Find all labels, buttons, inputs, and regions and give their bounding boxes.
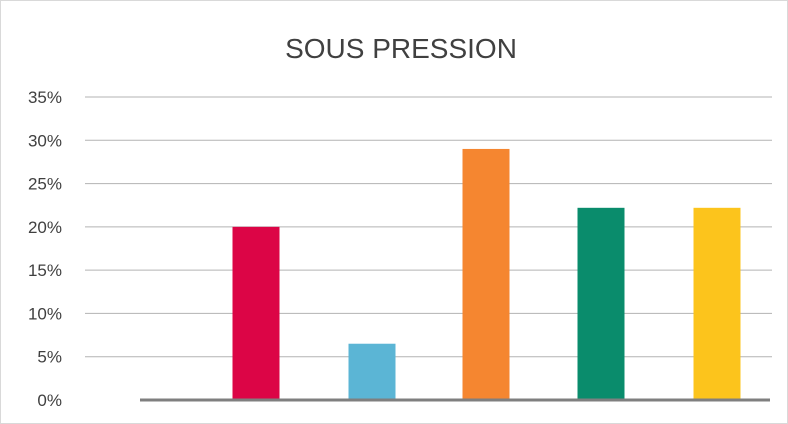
- y-tick-label: 5%: [37, 348, 62, 367]
- bar: [462, 148, 510, 400]
- chart-title: SOUS PRESSION: [285, 33, 517, 64]
- y-tick-label: 30%: [28, 131, 62, 150]
- y-tick-label: 35%: [28, 88, 62, 107]
- gridlines: [85, 96, 772, 358]
- bars: [232, 148, 741, 400]
- y-axis-labels: 0% 5% 10% 15% 20% 25% 30% 35%: [28, 88, 62, 410]
- y-tick-label: 0%: [37, 391, 62, 410]
- bar: [232, 226, 280, 400]
- bar: [577, 207, 625, 400]
- bar: [693, 207, 741, 400]
- y-tick-label: 25%: [28, 175, 62, 194]
- y-tick-label: 20%: [28, 218, 62, 237]
- y-tick-label: 15%: [28, 261, 62, 280]
- y-tick-label: 10%: [28, 304, 62, 323]
- bar: [348, 343, 396, 400]
